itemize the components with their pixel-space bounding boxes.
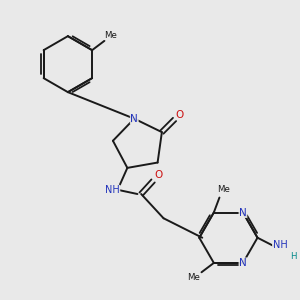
Text: H: H [290,252,297,261]
Text: N: N [239,208,247,218]
Text: Me: Me [104,31,117,40]
Text: Me: Me [187,273,200,282]
Text: NH: NH [272,240,287,250]
Text: N: N [130,114,138,124]
Text: O: O [175,110,184,120]
Text: Me: Me [217,185,230,194]
Text: O: O [154,170,163,180]
Text: NH: NH [105,185,120,195]
Text: N: N [239,258,247,268]
